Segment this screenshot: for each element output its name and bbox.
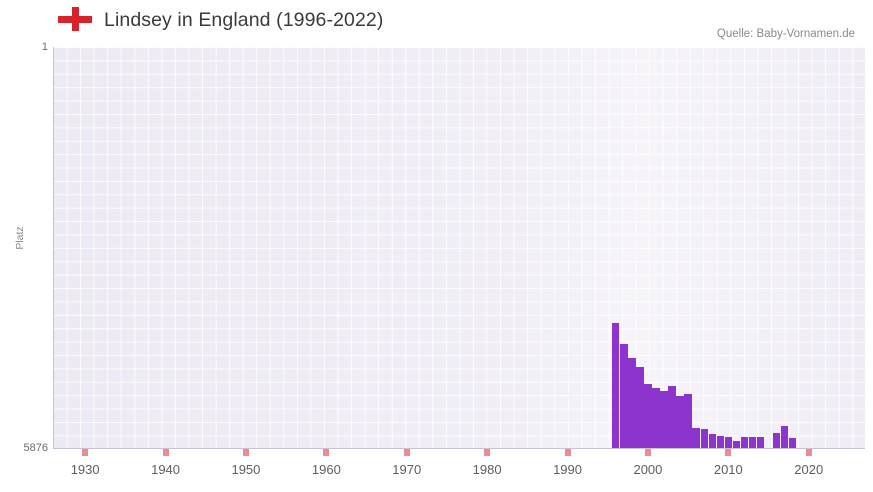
x-axis-tick-label: 1990 [553,462,582,477]
chart-header: Lindsey in England (1996-2022) Quelle: B… [0,0,873,46]
bar [684,394,692,448]
x-axis-tick-label: 1970 [392,462,422,477]
x-axis-tick-label: 1950 [231,462,261,477]
x-axis-line [53,448,865,449]
y-axis-top-label: 1 [41,41,48,53]
bar [692,428,700,448]
y-axis-bottom-label: 5876 [23,442,48,454]
flag-cross-horizontal [58,15,92,23]
x-axis-tick [82,449,89,456]
bar [772,433,781,448]
x-axis-tick-label: 2010 [713,462,743,477]
x-axis-tick [484,449,491,456]
x-axis-tick-label: 2020 [794,462,824,477]
x-axis-tick-label: 1980 [472,462,502,477]
bar [700,429,708,448]
x-axis-tick [242,449,249,456]
bar [724,437,733,448]
bar [708,434,716,448]
x-axis-tick-label: 1960 [311,462,341,477]
x-axis-tick [403,449,410,456]
x-axis-tick [162,449,169,456]
bar [628,358,636,448]
bar [620,344,628,448]
bar [716,436,724,448]
bar [740,437,749,448]
bar [756,437,765,448]
x-axis-tick [805,449,812,456]
x-axis-tick [644,449,651,456]
y-axis-title: Platz [14,226,26,250]
bar [668,386,676,448]
x-axis-tick [323,449,330,456]
x-axis-tick [725,449,732,456]
page-title: Lindsey in England (1996-2022) [104,9,384,31]
bar [644,384,652,448]
bar-series [53,47,865,448]
bar [788,438,797,448]
plot-area [53,47,865,448]
bar [780,426,789,448]
x-axis-tick-label: 1930 [70,462,100,477]
bar [636,367,644,448]
bar [676,396,684,448]
bar [652,388,660,448]
bar [748,437,757,448]
source-label: Quelle: Baby-Vornamen.de [716,28,855,40]
england-flag-icon [58,7,92,31]
bar [732,441,741,448]
bar [612,323,620,448]
bar [660,391,668,448]
x-axis-tick-label: 2000 [633,462,663,477]
y-axis-line [53,47,54,448]
x-axis-tick [564,449,571,456]
x-axis-tick-label: 1940 [151,462,181,477]
